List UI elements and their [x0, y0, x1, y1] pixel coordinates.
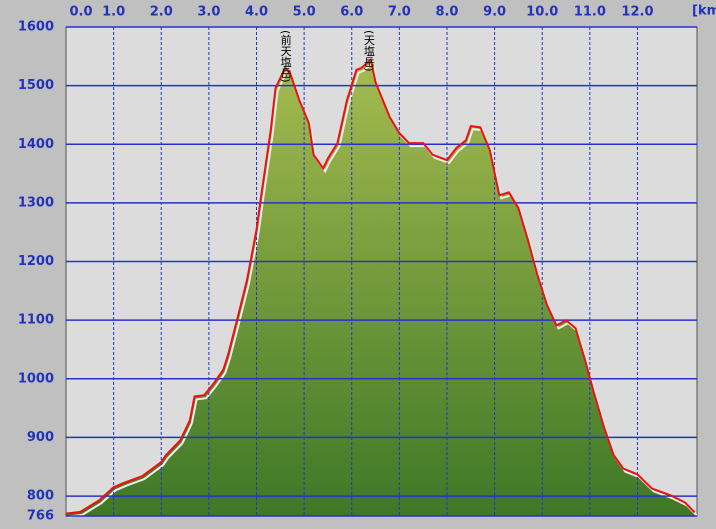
y-tick-label: 1400 — [18, 137, 54, 152]
x-tick-label: 4.0 — [245, 5, 268, 20]
x-tick-label: 11.0 — [574, 5, 606, 20]
area — [66, 59, 695, 516]
y-tick-label: 1600 — [18, 20, 54, 35]
x-tick-label: 7.0 — [388, 5, 411, 20]
x-tick-label: 5.0 — [293, 5, 316, 20]
annotation: (天塩岳) — [362, 30, 375, 72]
x-tick-label: 10.0 — [526, 5, 558, 20]
y-tick-label: 1000 — [18, 371, 54, 386]
y-tick-label: 900 — [27, 430, 54, 445]
x-tick-label: 12.0 — [621, 5, 653, 20]
x-tick-label: 9.0 — [483, 5, 506, 20]
y-tick-label: 1100 — [18, 313, 54, 328]
y-tick-label: 1500 — [18, 78, 54, 93]
y-tick-label: 766 — [27, 509, 54, 524]
x-tick-label: 1.0 — [102, 5, 125, 20]
x-tick-label: 2.0 — [150, 5, 173, 20]
y-tick-label: 800 — [27, 489, 54, 504]
line — [65, 57, 696, 515]
y-tick-label: 1300 — [18, 195, 54, 210]
x-tick-label: 6.0 — [340, 5, 363, 20]
x-tick-label: 0.0 — [69, 5, 92, 20]
y-tick-label: 1200 — [18, 254, 54, 269]
x-unit: [km — [692, 4, 716, 19]
annotation: (前天塩岳) — [279, 30, 292, 83]
x-tick-label: 8.0 — [435, 5, 458, 20]
x-tick-label: 3.0 — [197, 5, 220, 20]
